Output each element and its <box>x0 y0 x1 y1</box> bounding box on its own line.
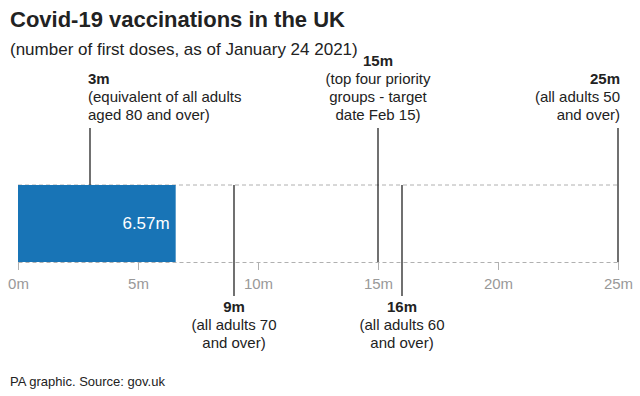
annotation-line <box>377 128 378 262</box>
title: Covid-19 vaccinations in the UK <box>10 7 345 32</box>
chart: Covid-19 vaccinations in the UK (number o… <box>0 0 640 396</box>
annotation-text: (all adults 60 <box>359 316 444 333</box>
data-label: 6.57m <box>122 214 169 233</box>
tick: 25m <box>604 262 633 292</box>
tick-label: 5m <box>128 275 149 292</box>
source: PA graphic. Source: gov.uk <box>10 374 165 389</box>
axis-line <box>19 262 619 263</box>
annotation-value: 15m <box>363 52 393 69</box>
tick-mark <box>378 262 379 270</box>
annotation-line <box>617 128 618 262</box>
tick-label: 25m <box>604 275 633 292</box>
annotation-value: 25m <box>590 70 620 87</box>
annotation-text: and over) <box>370 334 433 351</box>
tick: 5m <box>128 262 149 292</box>
bar <box>18 185 176 262</box>
tick-mark <box>258 262 259 270</box>
annotation-value: 9m <box>223 298 245 315</box>
annotation-text: (top four priority <box>325 70 431 87</box>
tick: 0m <box>8 262 29 292</box>
tick: 10m <box>244 262 273 292</box>
tick-mark <box>138 262 139 270</box>
annotation-value: 16m <box>387 298 417 315</box>
annotation-line <box>233 185 234 296</box>
annotation-text: (all adults 50 <box>535 88 620 105</box>
annotation-text: and over) <box>557 106 620 123</box>
annotation-value: 3m <box>88 70 110 87</box>
tick-label: 10m <box>244 275 273 292</box>
annotation-text: groups - target <box>329 88 427 105</box>
tick: 15m <box>364 262 393 292</box>
annotation-line <box>401 185 402 296</box>
annotation-text: date Feb 15) <box>335 106 420 123</box>
annotation-text: (all adults 70 <box>191 316 276 333</box>
tick-label: 20m <box>484 275 513 292</box>
annotation-text: aged 80 and over) <box>88 106 210 123</box>
tick-label: 15m <box>364 275 393 292</box>
tick: 20m <box>484 262 513 292</box>
annotation-text: (equivalent of all adults <box>88 88 241 105</box>
tick-mark <box>498 262 499 270</box>
x-axis: 0m 5m 10m 15m 20m 25m <box>8 262 633 292</box>
subtitle: (number of first doses, as of January 24… <box>10 40 358 59</box>
tick-mark <box>618 262 619 270</box>
bars <box>18 185 176 262</box>
annotation-text: and over) <box>202 334 265 351</box>
tick-label: 0m <box>8 275 29 292</box>
tick-mark <box>18 262 19 270</box>
